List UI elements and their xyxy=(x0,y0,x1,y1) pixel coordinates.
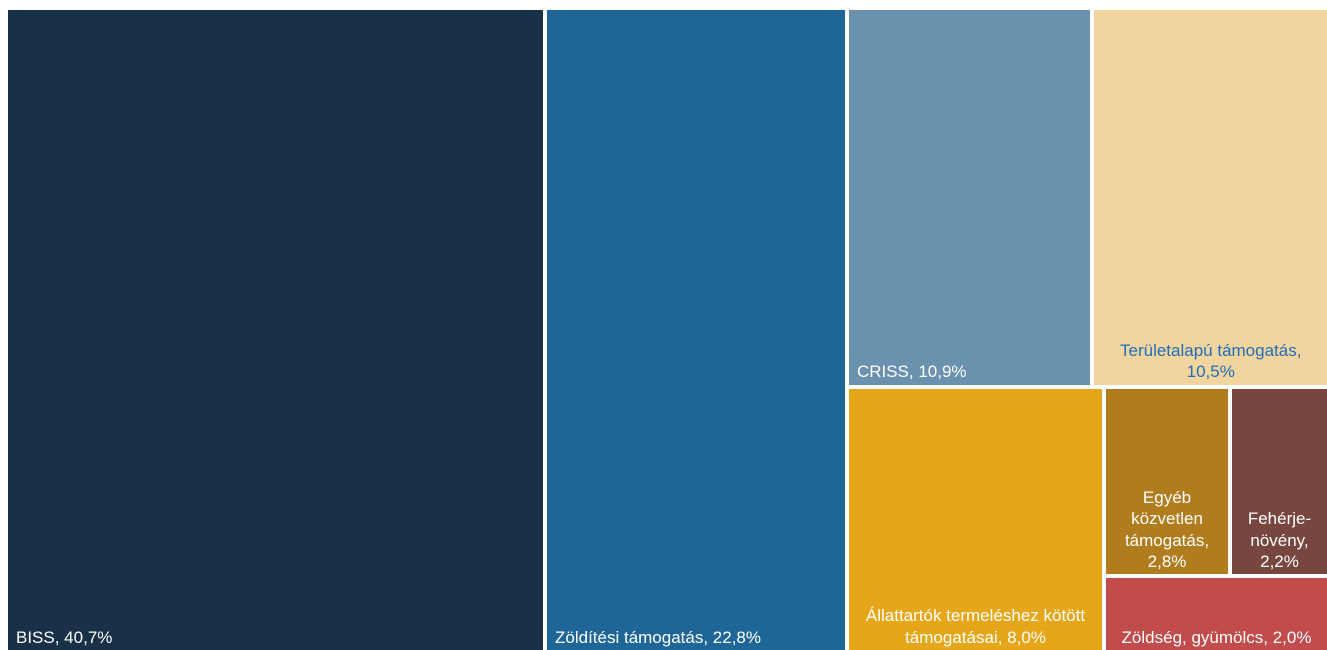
tile-label: Egyéb közvetlen támogatás, 2,8% xyxy=(1124,488,1210,571)
treemap-tile: Zöldítési támogatás, 22,8% xyxy=(547,10,845,650)
tile-label: Zöldítési támogatás, 22,8% xyxy=(555,627,762,647)
treemap-tile: Zöldség, gyümölcs, 2,0% xyxy=(1106,578,1327,650)
tile-label: CRISS, 10,9% xyxy=(856,362,967,382)
treemap-tile: CRISS, 10,9% xyxy=(848,10,1091,385)
tile-label: Zöldség, gyümölcs, 2,0% xyxy=(1121,627,1312,647)
tile-label: Területalapú támogatás, 10,5% xyxy=(1120,341,1302,382)
treemap-tile: Területalapú támogatás, 10,5% xyxy=(1094,10,1327,385)
treemap-tile: Állattartók termeléshez kötött támogatás… xyxy=(848,388,1103,650)
treemap-tile: Fehérje-növény, 2,2% xyxy=(1232,388,1327,575)
treemap-tile: BISS, 40,7% xyxy=(8,10,543,650)
tile-label: Állattartók termeléshez kötött támogatás… xyxy=(865,606,1086,647)
treemap-tile: Egyéb közvetlen támogatás, 2,8% xyxy=(1106,388,1228,575)
tile-label: Fehérje-növény, 2,2% xyxy=(1247,509,1312,571)
tile-label: BISS, 40,7% xyxy=(16,627,113,647)
